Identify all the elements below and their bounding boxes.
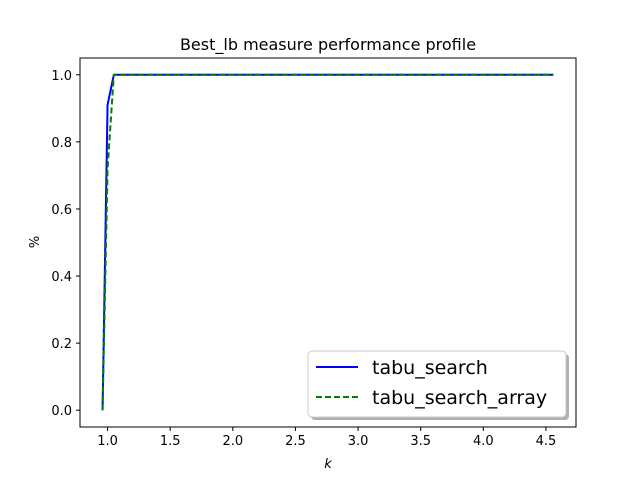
- x-axis-label: k: [324, 457, 332, 472]
- axes-frame: [79, 57, 577, 428]
- series-line-tabu-search-array: [101, 73, 554, 411]
- y-tick-label: 1.0: [51, 69, 72, 84]
- legend-label-tabu-search: tabu_search: [372, 357, 488, 379]
- x-tick-label: 3.5: [410, 434, 431, 449]
- x-tick-label: 4.0: [473, 434, 494, 449]
- legend: tabu_search tabu_search_array: [307, 350, 569, 420]
- legend-label-tabu-search-array: tabu_search_array: [372, 387, 547, 409]
- legend-box: [307, 350, 567, 418]
- x-axis-ticks: 1.0 1.5 2.0 2.5 3.0 3.5 4.0 4.5: [97, 427, 556, 449]
- plot-area: [101, 73, 554, 411]
- y-tick-label: 0.0: [51, 404, 72, 419]
- y-tick-label: 0.4: [51, 270, 72, 285]
- y-tick-label: 0.6: [51, 203, 72, 218]
- x-tick-label: 4.5: [536, 434, 557, 449]
- chart-title: Best_lb measure performance profile: [180, 35, 476, 55]
- x-tick-label: 2.0: [222, 434, 243, 449]
- y-axis-ticks: 0.0 0.2 0.4 0.6 0.8 1.0: [51, 69, 80, 419]
- y-axis-label: %: [28, 236, 43, 248]
- x-tick-label: 1.0: [97, 434, 118, 449]
- y-tick-label: 0.2: [51, 337, 72, 352]
- y-tick-label: 0.8: [51, 136, 72, 151]
- x-tick-label: 3.0: [348, 434, 369, 449]
- x-tick-label: 2.5: [285, 434, 306, 449]
- x-tick-label: 1.5: [160, 434, 181, 449]
- series-line-tabu-search: [101, 73, 554, 411]
